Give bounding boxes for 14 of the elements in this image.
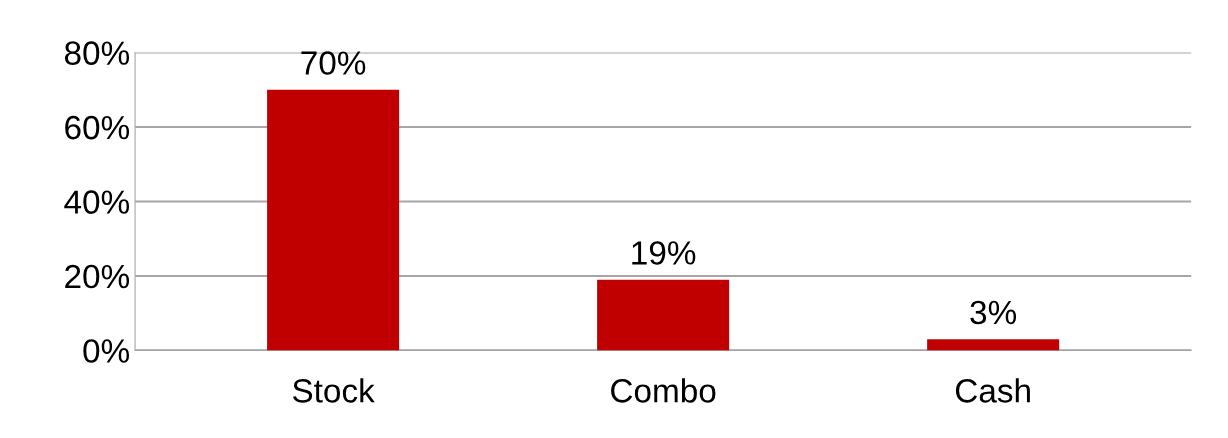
x-tick-label: Combo: [611, 378, 716, 403]
data-label: 3%: [970, 300, 1017, 325]
x-tick-label: Cash: [955, 378, 1030, 403]
y-tick-label: 40%: [64, 190, 130, 214]
y-tick-label: 80%: [64, 41, 130, 65]
bar: [597, 279, 730, 351]
y-tick-label: 60%: [65, 115, 130, 140]
y-tick-label: 20%: [65, 264, 130, 289]
data-label: 19%: [632, 241, 696, 265]
y-tick-label: 0%: [83, 339, 130, 363]
bar: [927, 339, 1060, 351]
x-tick-label: Stock: [292, 378, 375, 403]
bar: [267, 89, 400, 351]
data-label: 70%: [301, 51, 366, 75]
